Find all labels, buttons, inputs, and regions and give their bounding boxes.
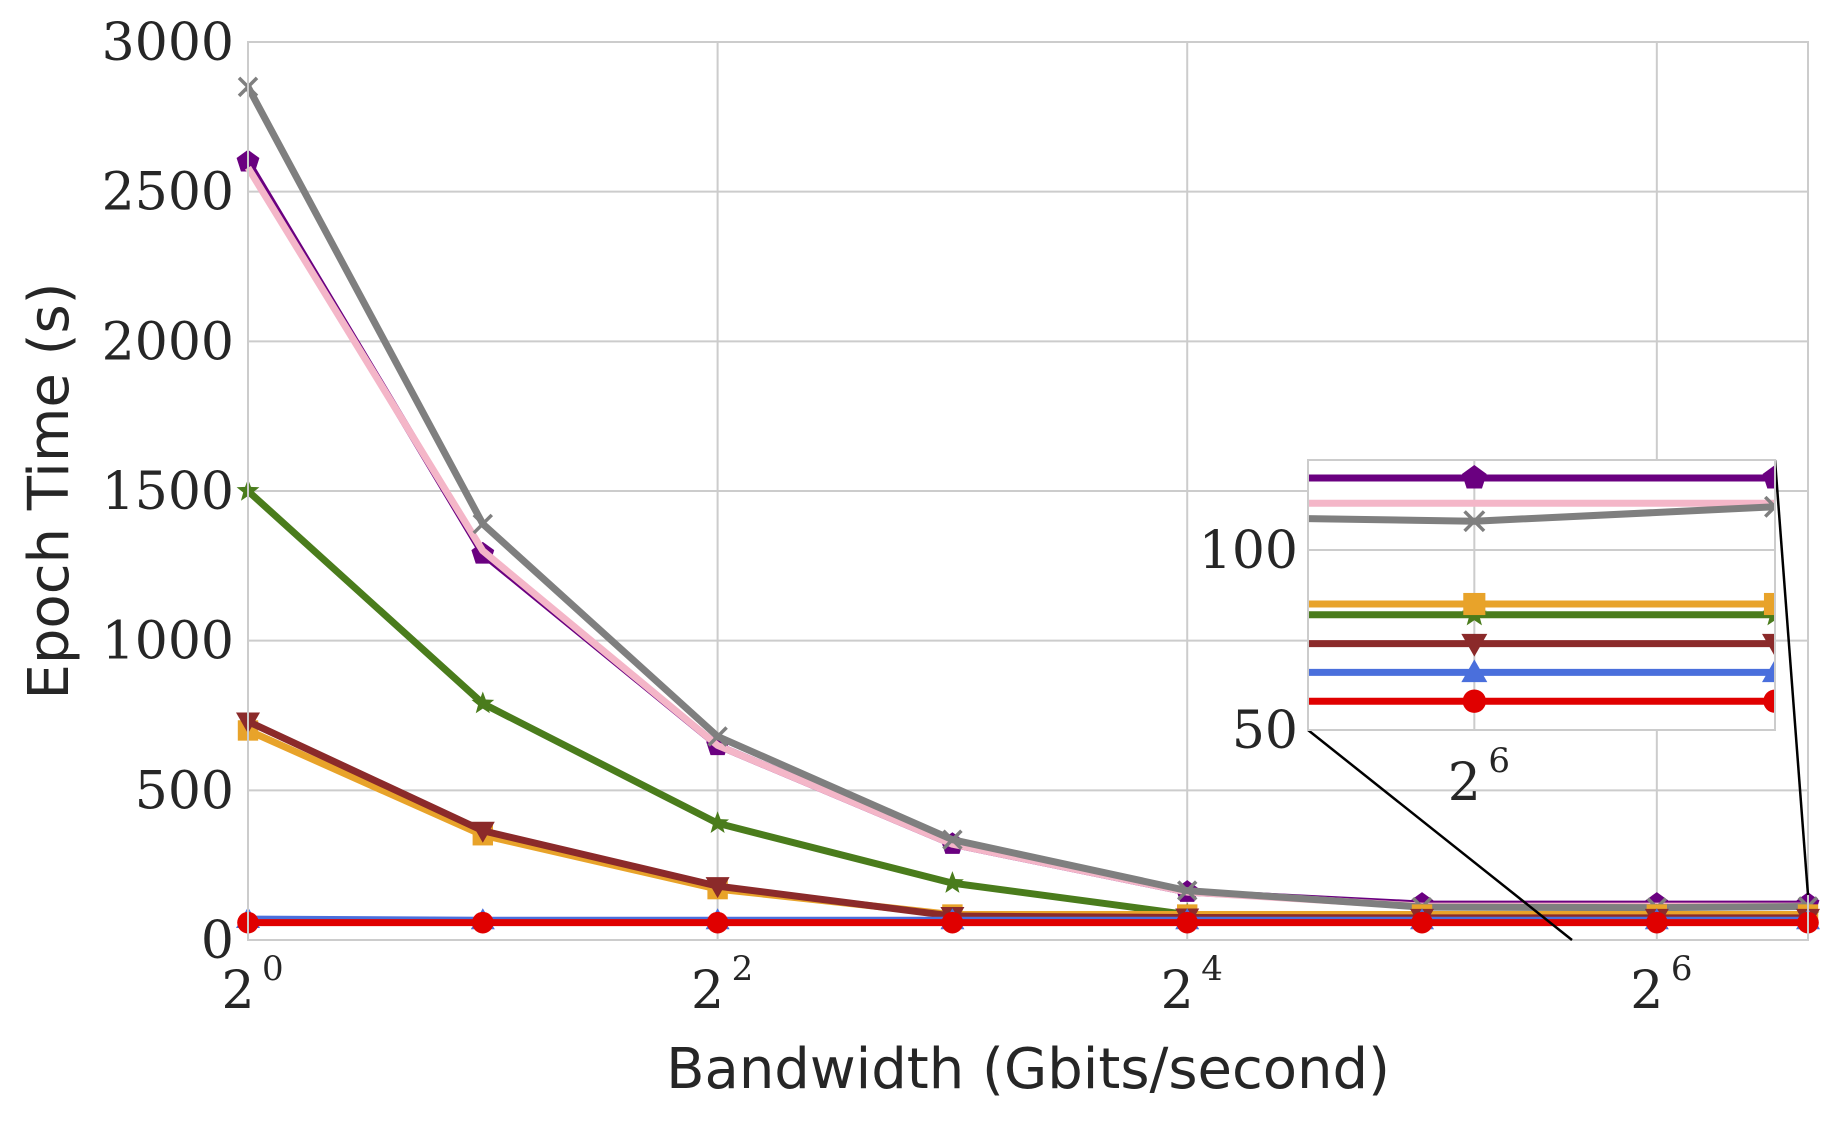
- data-point-x: [1176, 880, 1198, 901]
- inset-connector-lines: [1307, 459, 1810, 941]
- data-point-pentagon: [1762, 465, 1775, 489]
- data-point-star: [706, 811, 730, 833]
- data-point-triangle-up: [1762, 659, 1775, 683]
- y-tick-label: 1000: [102, 612, 234, 672]
- x-tick-exponent: 0: [262, 949, 284, 989]
- data-point-star: [471, 691, 495, 714]
- series-line: [244, 85, 1809, 912]
- data-point-circle: [706, 911, 729, 934]
- inset-y-tick-label: 50: [1232, 701, 1298, 761]
- x-tick-label: 2: [691, 961, 724, 1021]
- inset-series-5: [1308, 633, 1775, 657]
- main-series-group: [236, 76, 1820, 934]
- data-point-x: [942, 829, 963, 850]
- inset-series-0: [1308, 465, 1775, 489]
- y-tick-label: 2000: [102, 312, 234, 372]
- inset-frame: [1307, 459, 1776, 731]
- data-point-circle: [472, 911, 494, 934]
- connector-line: [1773, 459, 1810, 896]
- inset-series-6: [1308, 659, 1775, 683]
- inset-series-2: [1308, 495, 1775, 533]
- x-tick-exponent: 2: [732, 949, 754, 989]
- x-tick-exponent: 6: [1671, 949, 1693, 989]
- series-5: [236, 712, 1820, 930]
- inset-x-tick-label: 2: [1448, 753, 1481, 813]
- x-tick-exponent: 4: [1201, 949, 1223, 989]
- inset-series-group: [1308, 465, 1775, 713]
- data-point-circle: [1411, 911, 1433, 934]
- data-point-triangle-up: [1461, 659, 1488, 683]
- inset-y-tick-label: 100: [1199, 521, 1298, 581]
- inset-series-7: [1308, 689, 1775, 713]
- data-point-pentagon: [1461, 465, 1487, 489]
- data-point-square: [1463, 592, 1486, 616]
- y-tick-label: 500: [135, 761, 234, 821]
- data-point-triangle-down: [1461, 633, 1488, 657]
- inset-x-tick-exponent: 6: [1488, 741, 1510, 781]
- plot-frame: [247, 41, 1809, 941]
- data-point-square: [1763, 592, 1775, 616]
- data-point-triangle-down: [470, 821, 495, 843]
- inset-series-4: [1308, 592, 1775, 616]
- data-point-circle: [1646, 911, 1668, 934]
- inset-zoom-chart: 50 100 2 6: [1199, 459, 1776, 813]
- data-point-x: [707, 726, 728, 747]
- y-tick-label: 3000: [102, 13, 234, 73]
- y-tick-label: 0: [201, 911, 234, 971]
- x-axis-label: Bandwidth (Gbits/second): [666, 1037, 1390, 1102]
- data-point-x: [1764, 495, 1775, 518]
- x-tick-label: 2: [1630, 961, 1663, 1021]
- data-point-circle: [941, 911, 964, 934]
- x-tick-label: 2: [1161, 961, 1194, 1021]
- data-point-triangle-down: [1762, 633, 1775, 657]
- y-tick-label: 1500: [102, 462, 234, 522]
- connector-line: [1307, 729, 1573, 941]
- data-point-x: [1463, 510, 1486, 533]
- y-axis-label: Epoch Time (s): [17, 283, 82, 700]
- x-tick-label: 2: [221, 961, 254, 1021]
- data-point-star: [940, 871, 964, 893]
- data-point-triangle-down: [705, 877, 730, 899]
- data-point-circle: [1462, 689, 1487, 713]
- data-point-circle: [1763, 689, 1775, 713]
- data-point-circle: [1176, 911, 1199, 934]
- y-tick-label: 2500: [102, 163, 234, 223]
- data-point-x: [472, 513, 494, 535]
- series-7: [237, 911, 1819, 934]
- series-line: [246, 718, 1808, 922]
